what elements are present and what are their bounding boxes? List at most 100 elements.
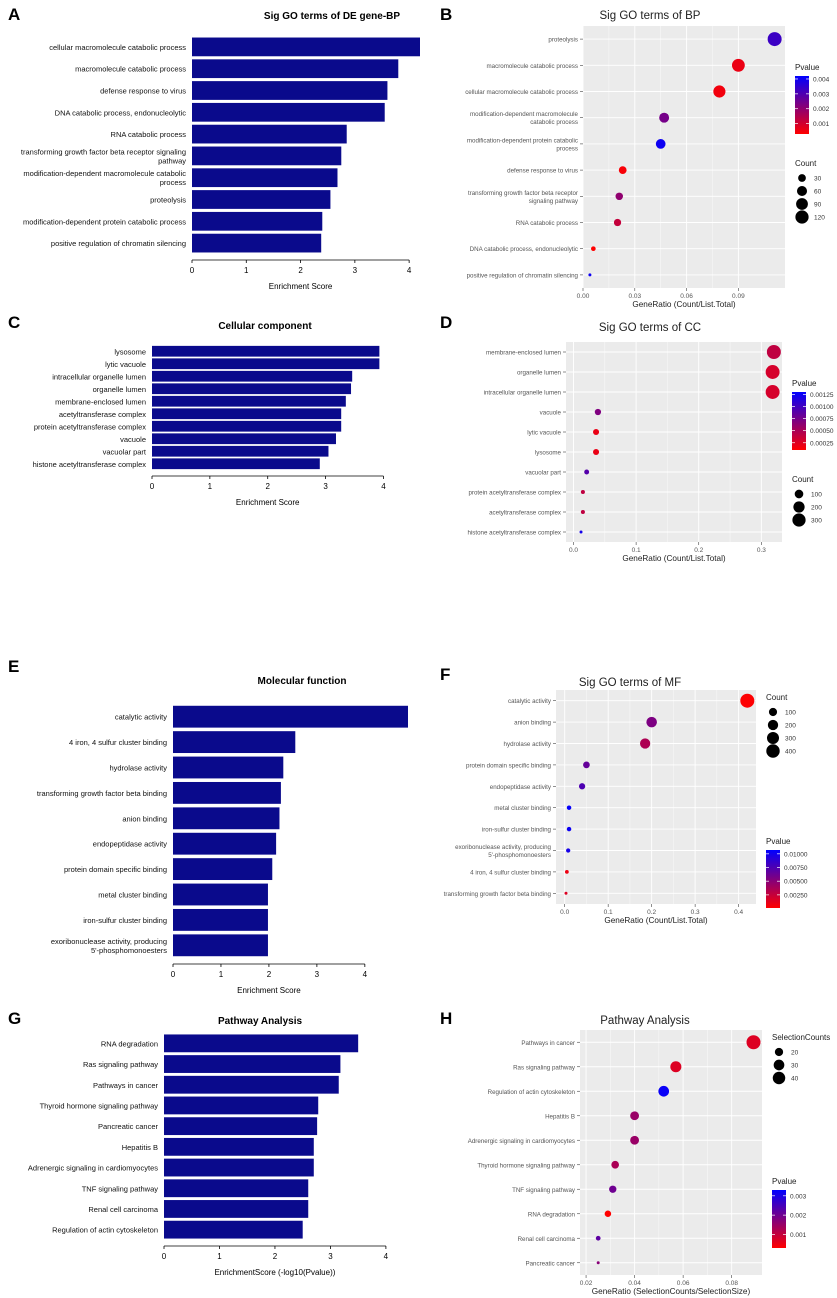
dot xyxy=(768,32,782,46)
x-tick-label: 0 xyxy=(150,482,155,491)
x-tick-label: 0.08 xyxy=(725,1280,738,1287)
bar xyxy=(164,1221,303,1239)
category-label: intracellular organelle lumen xyxy=(484,390,562,397)
category-label: acetyltransferase complex xyxy=(59,410,146,419)
dot xyxy=(580,531,583,534)
category-label: TNF signaling pathway xyxy=(512,1187,576,1194)
dot xyxy=(713,85,725,97)
dot xyxy=(630,1111,639,1120)
bar xyxy=(164,1138,314,1156)
category-label: 4 iron, 4 sulfur cluster binding xyxy=(69,738,167,747)
x-tick-label: 2 xyxy=(273,1252,278,1261)
x-tick-label: 0.0 xyxy=(560,909,569,916)
chart-title: Pathway Analysis xyxy=(218,1016,303,1027)
bar xyxy=(173,757,283,779)
dot xyxy=(619,166,627,174)
category-label: modification-dependent protein catabolic… xyxy=(23,217,186,226)
dot xyxy=(566,848,570,852)
category-label: process xyxy=(160,178,187,187)
dot xyxy=(588,273,591,276)
size-key-dot xyxy=(768,720,778,730)
bar xyxy=(164,1117,317,1135)
size-key-dot xyxy=(766,744,779,757)
size-key-dot xyxy=(773,1072,785,1084)
x-tick-label: 0.0 xyxy=(569,547,578,554)
x-axis-label: EnrichmentScore (-log10(Pvalue)) xyxy=(214,1268,335,1277)
x-tick-label: 4 xyxy=(407,266,412,275)
category-label: hydrolase activity xyxy=(109,764,167,773)
size-key-dot xyxy=(793,501,804,512)
color-legend-title: Pvalue xyxy=(795,63,820,72)
category-label: Pathways in cancer xyxy=(93,1081,159,1090)
chart-title: Molecular function xyxy=(258,676,347,687)
category-label: process xyxy=(556,145,578,152)
category-label: iron-sulfur cluster binding xyxy=(83,916,167,925)
x-tick-label: 0.02 xyxy=(580,1280,593,1287)
x-tick-label: 3 xyxy=(353,266,358,275)
category-label: protein acetyltransferase complex xyxy=(468,490,561,497)
dot xyxy=(565,892,568,895)
panel-label: E xyxy=(8,657,19,676)
size-key-label: 100 xyxy=(811,492,822,499)
x-tick-label: 2 xyxy=(298,266,303,275)
category-label: macromolecule catabolic process xyxy=(75,65,186,74)
panel-label: G xyxy=(8,1009,21,1028)
bar xyxy=(192,125,347,144)
category-label: pathway xyxy=(158,156,186,165)
category-label: transforming growth factor beta binding xyxy=(37,789,167,798)
x-tick-label: 0.06 xyxy=(680,293,693,300)
bar xyxy=(173,934,268,956)
x-tick-label: 0.03 xyxy=(628,293,641,300)
bar xyxy=(152,383,351,394)
bar xyxy=(152,396,346,407)
category-label: Renal cell carcinoma xyxy=(518,1236,576,1243)
color-bar xyxy=(792,392,806,450)
bar xyxy=(152,408,341,419)
dot xyxy=(611,1161,619,1169)
chart-title: Sig GO terms of MF xyxy=(579,677,681,689)
category-label: lysosome xyxy=(535,450,562,457)
size-key-label: 30 xyxy=(814,176,822,183)
bar xyxy=(152,433,336,444)
category-label: vacuole xyxy=(540,410,562,417)
chart-title: Cellular component xyxy=(218,321,312,332)
category-label: metal cluster binding xyxy=(98,891,167,900)
chart-title: Sig GO terms of DE gene-BP xyxy=(264,11,400,22)
dot xyxy=(583,762,590,769)
x-tick-label: 3 xyxy=(315,970,320,979)
x-tick-label: 0.1 xyxy=(604,909,613,916)
size-legend-title: Count xyxy=(792,475,814,484)
dot xyxy=(766,385,780,399)
x-tick-label: 1 xyxy=(208,482,213,491)
category-label: catabolic process xyxy=(530,119,578,126)
category-label: lytic vacuole xyxy=(105,360,146,369)
bar xyxy=(192,234,321,253)
x-axis-label: Enrichment Score xyxy=(269,282,333,291)
category-label: organelle lumen xyxy=(517,370,562,377)
category-label: Renal cell carcinoma xyxy=(88,1205,158,1214)
panel-g: G Pathway Analysis RNA degradation Ras sign… xyxy=(8,1009,389,1277)
category-label: membrane-enclosed lumen xyxy=(55,397,146,406)
category-label: RNA degradation xyxy=(101,1039,158,1048)
size-key-label: 30 xyxy=(791,1063,799,1070)
x-tick-label: 0.1 xyxy=(632,547,641,554)
x-tick-label: 3 xyxy=(328,1252,333,1261)
category-label: vacuolar part xyxy=(525,470,561,477)
category-label: cellular macromolecule catabolic process xyxy=(465,89,578,96)
category-label: modification-dependent macromolecule xyxy=(470,111,579,118)
panel-label: A xyxy=(8,5,20,24)
x-axis-label: GeneRatio (Count/List.Total) xyxy=(632,300,736,309)
color-legend-title: Pvalue xyxy=(766,837,791,846)
dot xyxy=(567,805,571,809)
bar xyxy=(152,371,352,382)
dot xyxy=(616,193,623,200)
bar xyxy=(192,38,420,57)
chart-title: Sig GO terms of BP xyxy=(600,10,701,22)
x-tick-label: 0.06 xyxy=(677,1280,690,1287)
size-key-dot xyxy=(796,198,808,210)
bar xyxy=(192,190,330,209)
bar xyxy=(173,706,408,728)
category-label: transforming growth factor beta receptor… xyxy=(21,147,186,156)
dot xyxy=(593,449,599,455)
category-label: DNA catabolic process, endonucleolytic xyxy=(470,246,578,253)
